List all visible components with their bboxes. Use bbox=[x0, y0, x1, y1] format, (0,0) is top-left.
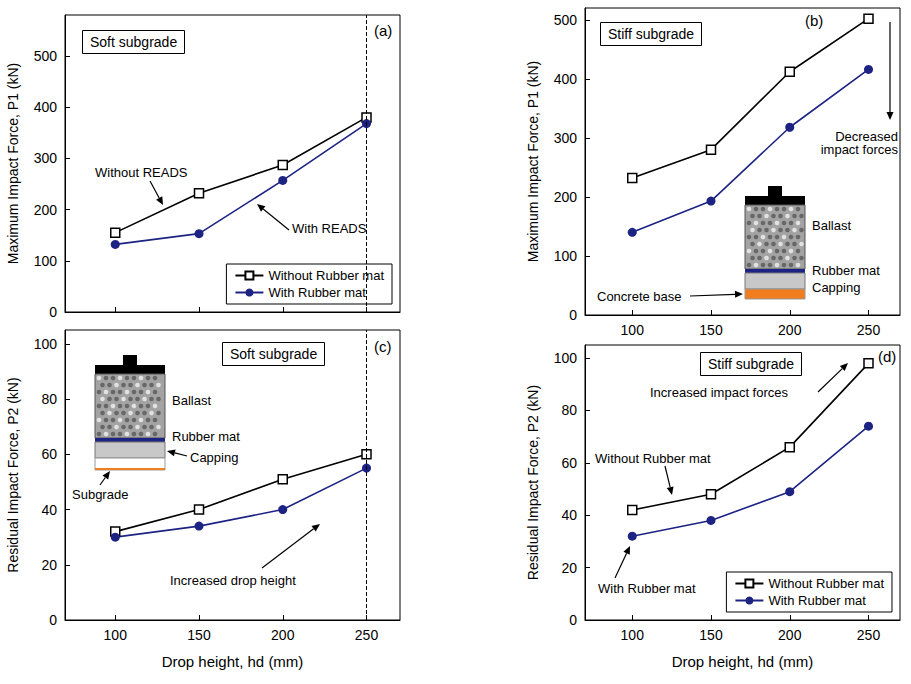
svg-text:Decreased: Decreased bbox=[835, 129, 898, 144]
svg-text:Drop height, hd (mm): Drop height, hd (mm) bbox=[672, 653, 814, 670]
svg-text:Residual Impact Force, P2 (kN): Residual Impact Force, P2 (kN) bbox=[5, 377, 21, 572]
svg-text:(d): (d) bbox=[878, 348, 896, 365]
svg-text:Without Rubber mat: Without Rubber mat bbox=[268, 268, 384, 283]
svg-text:Maximum Impact Force, P1 (kN): Maximum Impact Force, P1 (kN) bbox=[525, 61, 541, 262]
svg-text:Increased impact forces: Increased impact forces bbox=[650, 385, 789, 400]
svg-text:100: 100 bbox=[34, 336, 58, 352]
svg-text:Ballast: Ballast bbox=[812, 218, 851, 233]
svg-text:Rubber mat: Rubber mat bbox=[812, 263, 880, 278]
svg-text:150: 150 bbox=[187, 627, 211, 643]
svg-text:200: 200 bbox=[271, 627, 295, 643]
svg-text:0: 0 bbox=[569, 307, 577, 323]
svg-text:150: 150 bbox=[699, 322, 723, 338]
svg-text:300: 300 bbox=[554, 130, 578, 146]
svg-text:100: 100 bbox=[34, 253, 58, 269]
svg-text:Residual Impact Force, P2 (kN): Residual Impact Force, P2 (kN) bbox=[525, 385, 541, 580]
svg-text:100: 100 bbox=[554, 248, 578, 264]
svg-text:With Rubber mat: With Rubber mat bbox=[768, 593, 866, 608]
svg-text:200: 200 bbox=[778, 627, 802, 643]
svg-text:100: 100 bbox=[104, 627, 128, 643]
svg-text:(a): (a) bbox=[374, 22, 392, 39]
svg-text:Drop height, hd (mm): Drop height, hd (mm) bbox=[162, 653, 304, 670]
svg-text:40: 40 bbox=[561, 507, 577, 523]
svg-text:(c): (c) bbox=[374, 338, 392, 355]
svg-text:80: 80 bbox=[41, 391, 57, 407]
svg-text:With Rubber mat: With Rubber mat bbox=[268, 285, 366, 300]
svg-text:Ballast: Ballast bbox=[172, 393, 211, 408]
svg-text:200: 200 bbox=[34, 202, 58, 218]
svg-text:Without Rubber mat: Without Rubber mat bbox=[595, 451, 711, 466]
svg-text:Stiff subgrade: Stiff subgrade bbox=[608, 26, 694, 42]
svg-text:Concrete base: Concrete base bbox=[597, 289, 682, 304]
svg-text:With READS: With READS bbox=[292, 221, 367, 236]
svg-text:500: 500 bbox=[554, 12, 578, 28]
svg-text:With Rubber mat: With Rubber mat bbox=[598, 581, 696, 596]
svg-text:200: 200 bbox=[778, 322, 802, 338]
svg-text:80: 80 bbox=[561, 402, 577, 418]
svg-text:20: 20 bbox=[41, 557, 57, 573]
svg-text:Soft subgrade: Soft subgrade bbox=[230, 346, 317, 362]
svg-text:Capping: Capping bbox=[190, 450, 238, 465]
svg-text:500: 500 bbox=[34, 48, 58, 64]
svg-text:250: 250 bbox=[355, 627, 379, 643]
svg-text:200: 200 bbox=[554, 189, 578, 205]
svg-text:Soft subgrade: Soft subgrade bbox=[90, 34, 177, 50]
svg-text:(b): (b) bbox=[805, 12, 823, 29]
svg-text:100: 100 bbox=[621, 627, 645, 643]
svg-text:0: 0 bbox=[49, 612, 57, 628]
svg-text:Increased drop height: Increased drop height bbox=[170, 573, 296, 588]
svg-text:0: 0 bbox=[49, 304, 57, 320]
svg-text:Rubber mat: Rubber mat bbox=[172, 429, 240, 444]
svg-text:100: 100 bbox=[621, 322, 645, 338]
svg-text:impact forces: impact forces bbox=[821, 142, 899, 157]
svg-text:300: 300 bbox=[34, 150, 58, 166]
svg-text:Without Rubber mat: Without Rubber mat bbox=[768, 576, 884, 591]
svg-text:0: 0 bbox=[569, 612, 577, 628]
svg-text:20: 20 bbox=[561, 560, 577, 576]
svg-text:60: 60 bbox=[41, 446, 57, 462]
svg-text:40: 40 bbox=[41, 502, 57, 518]
svg-text:Subgrade: Subgrade bbox=[72, 487, 128, 502]
svg-text:400: 400 bbox=[554, 71, 578, 87]
svg-text:100: 100 bbox=[554, 350, 578, 366]
svg-text:Stiff subgrade: Stiff subgrade bbox=[708, 356, 794, 372]
svg-text:250: 250 bbox=[857, 627, 881, 643]
svg-text:Without READS: Without READS bbox=[95, 165, 188, 180]
svg-text:Maximum Impact Force, P1 (kN): Maximum Impact Force, P1 (kN) bbox=[5, 63, 21, 264]
svg-text:150: 150 bbox=[699, 627, 723, 643]
svg-text:250: 250 bbox=[857, 322, 881, 338]
svg-text:400: 400 bbox=[34, 99, 58, 115]
svg-text:Capping: Capping bbox=[812, 280, 860, 295]
svg-text:60: 60 bbox=[561, 455, 577, 471]
